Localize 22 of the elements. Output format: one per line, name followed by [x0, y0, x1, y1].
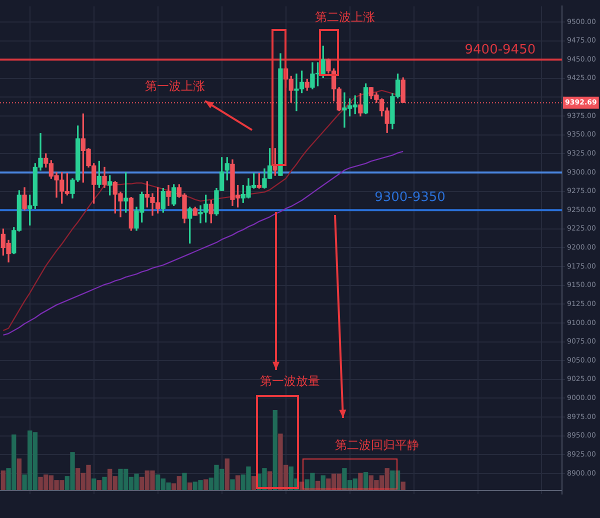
annotation: 第一波放量 — [259, 373, 321, 390]
annotation: 第二波上涨 — [314, 9, 376, 26]
annotation: 9400-9450 — [464, 42, 536, 58]
annotation: 第一波上涨 — [144, 78, 206, 95]
bar — [203, 479, 208, 490]
bar — [102, 476, 107, 490]
bar — [224, 458, 230, 490]
bar — [182, 472, 187, 490]
annotation: 第二波回归平静 — [334, 437, 420, 454]
bar — [363, 472, 368, 490]
bar — [16, 458, 22, 490]
bar — [0, 470, 6, 490]
bar — [400, 482, 406, 490]
bar — [92, 478, 96, 490]
bar — [358, 472, 363, 490]
annotation: 9300-9350 — [374, 190, 446, 205]
bar — [235, 475, 240, 490]
bar — [251, 476, 256, 490]
bar — [272, 410, 278, 490]
bar — [187, 482, 192, 490]
bar — [230, 479, 235, 490]
bar — [96, 480, 102, 490]
